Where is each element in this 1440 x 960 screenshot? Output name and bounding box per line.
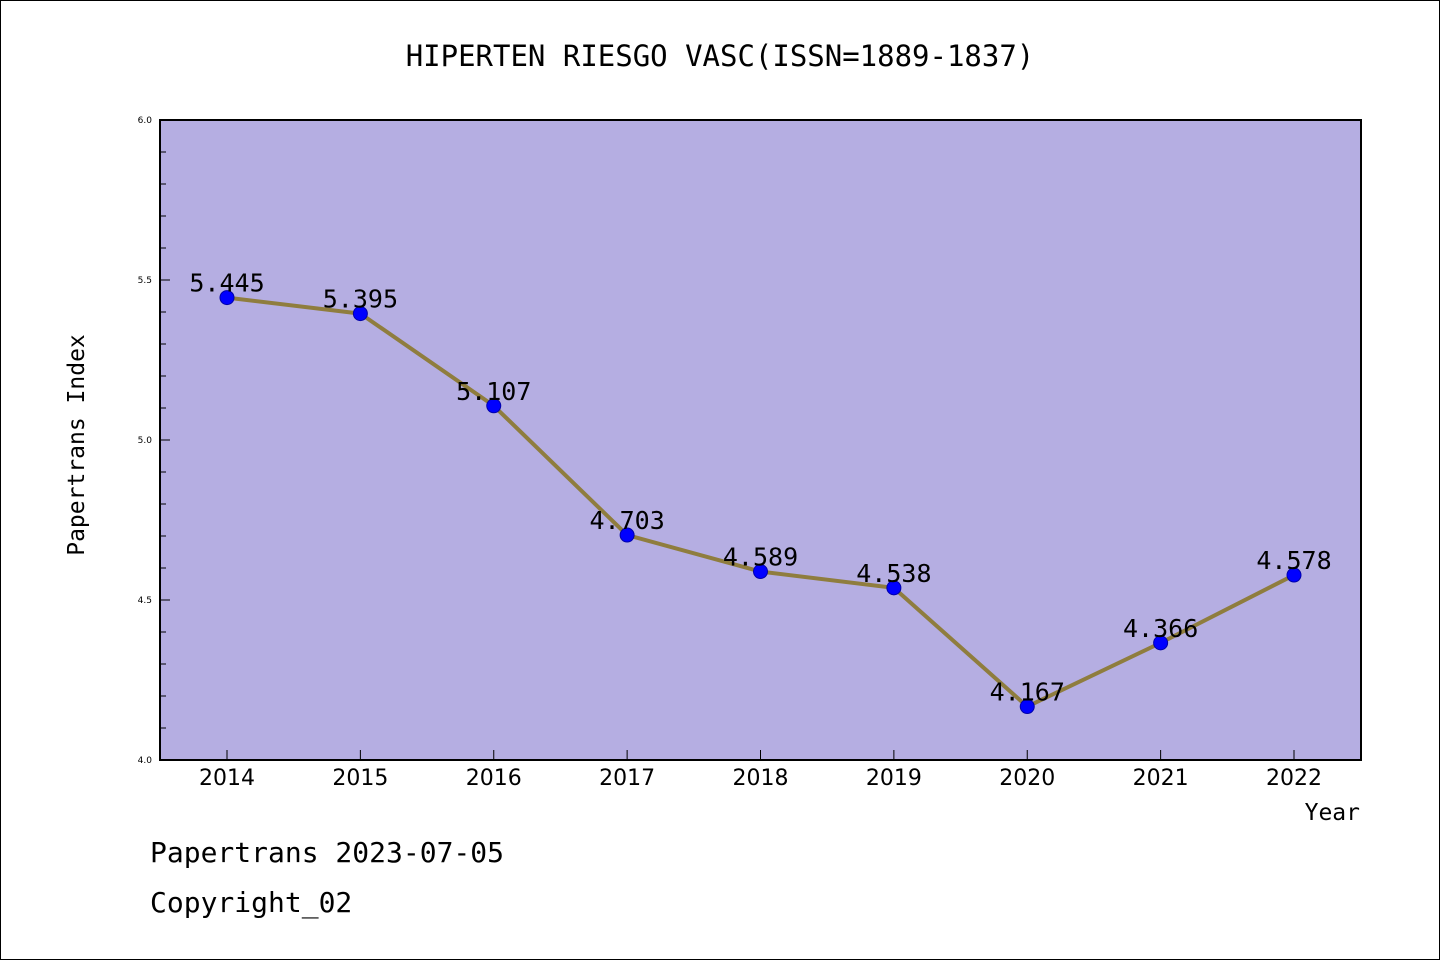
- x-tick-label: 2022: [1266, 766, 1322, 791]
- footer-date: Papertrans 2023-07-05: [150, 836, 505, 869]
- y-tick-label: 6.0: [138, 116, 153, 126]
- y-tick-label: 4.5: [138, 596, 152, 606]
- data-point: [1286, 567, 1302, 583]
- data-point: [619, 527, 635, 543]
- x-tick-label: 2016: [466, 766, 522, 791]
- footer-copyright: Copyright_02: [150, 886, 353, 919]
- data-point: [886, 580, 902, 596]
- data-label: 4.703: [589, 506, 664, 535]
- data-point: [753, 564, 768, 580]
- data-label: 5.107: [456, 377, 531, 406]
- series-layer: 5.445 5.395 5.107 4.703 4.589 4.538 4.167 4.366…: [189, 269, 1332, 715]
- x-tick-label: 2019: [866, 766, 922, 791]
- y-axis-label: Papertrans Index: [64, 334, 90, 556]
- y-tick-label: 4.0: [138, 756, 153, 766]
- x-tick-label: 2021: [1133, 766, 1189, 791]
- data-point: [1019, 699, 1035, 715]
- data-point: [1153, 635, 1169, 651]
- y-tick-label: 5.5: [138, 276, 152, 286]
- x-tick-label: 2020: [999, 766, 1055, 791]
- x-tick-label: 2018: [733, 766, 789, 791]
- y-axis: 4.0 4.5 5.0 5.5 6.0: [138, 116, 170, 766]
- data-label: 5.395: [323, 285, 398, 314]
- data-label: 4.578: [1256, 546, 1331, 575]
- x-tick-label: 2014: [199, 766, 255, 791]
- y-tick-label: 5.0: [138, 436, 153, 446]
- data-label: 4.167: [990, 678, 1065, 707]
- data-label: 4.538: [856, 559, 931, 588]
- x-tick-label: 2017: [599, 766, 655, 791]
- data-point: [486, 398, 502, 414]
- x-axis: 2014 2015 2016 2017 2018 2019 2020 2021 2022: [199, 750, 1322, 791]
- data-label: 4.366: [1123, 614, 1198, 643]
- data-label: 5.445: [189, 269, 264, 298]
- plot-area: [159, 119, 1362, 761]
- chart-title: HIPERTEN RIESGO VASC(ISSN=1889-1837): [406, 39, 1035, 73]
- x-tick-label: 2015: [332, 766, 388, 791]
- data-label: 4.589: [723, 543, 798, 572]
- data-point: [352, 306, 368, 322]
- data-point: [219, 290, 235, 306]
- x-axis-label: Year: [1305, 800, 1360, 826]
